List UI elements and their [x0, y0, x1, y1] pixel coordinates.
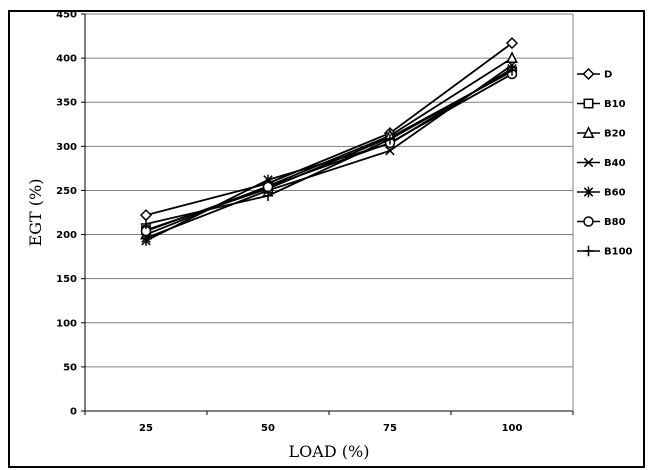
legend-label-B100: B100 [604, 247, 633, 258]
legend-label-B20: B20 [604, 129, 626, 140]
y-axis-title: EGT (%) [26, 179, 45, 247]
x-tick-label-100: 100 [502, 423, 523, 434]
point-B40-75 [385, 146, 395, 156]
y-tick-label-450: 450 [56, 10, 77, 21]
point-B20-100 [506, 51, 518, 64]
series-B100 [140, 65, 518, 230]
series-line-B80 [145, 73, 513, 232]
legend-label-B60: B60 [604, 188, 626, 199]
legend-marker-B10 [583, 98, 594, 109]
chart-frame [8, 10, 645, 468]
series-line-B100 [145, 69, 513, 225]
legend-item-B60: B60 [577, 186, 626, 199]
legend-marker-D [582, 67, 595, 81]
y-tick-label-0: 0 [70, 407, 77, 418]
y-tick-label-50: 50 [63, 362, 77, 373]
legend-marker-B100 [583, 245, 594, 257]
point-D-25 [139, 209, 153, 222]
legend-label-D: D [604, 70, 612, 81]
x-tick-label-25: 25 [139, 423, 153, 434]
point-B60-25 [141, 235, 151, 246]
point-B100-25 [140, 218, 152, 230]
y-tick-label-200: 200 [56, 230, 77, 241]
legend-marker-B60 [583, 186, 594, 198]
legend-item-B80: B80 [577, 216, 626, 228]
x-tick-label-50: 50 [261, 423, 275, 434]
legend-item-B10: B10 [577, 98, 626, 110]
point-B80-50 [262, 181, 274, 193]
y-tick-label-150: 150 [56, 274, 77, 285]
legend-item-B20: B20 [577, 126, 626, 140]
axes: 0 50 100 150 200 250 300 350 400 450 25 50 75 100 [56, 10, 574, 434]
legend-item-B40: B40 [577, 157, 626, 169]
series-lines [139, 37, 519, 246]
y-tick-label-300: 300 [56, 142, 77, 153]
point-B100-50 [262, 190, 274, 201]
legend-label-B80: B80 [604, 217, 626, 228]
series-D [139, 37, 519, 222]
point-B100-100 [506, 65, 518, 76]
x-tick-label-75: 75 [383, 423, 397, 434]
series-line-D [145, 42, 513, 217]
series-line-B60 [145, 67, 513, 242]
legend-marker-B20 [582, 126, 595, 138]
y-tick-label-350: 350 [56, 98, 77, 109]
legend: D B10 B20 B40 B60 B80 B100 [577, 67, 633, 258]
series-line-B10 [145, 70, 513, 231]
y-tick-label-400: 400 [56, 54, 77, 65]
legend-item-B100: B100 [577, 245, 633, 258]
legend-label-B10: B10 [604, 99, 626, 110]
legend-marker-B40 [583, 157, 594, 168]
x-axis-title: LOAD (%) [289, 442, 370, 461]
y-tick-label-100: 100 [56, 318, 77, 329]
point-D-100 [505, 37, 519, 50]
y-tick-label-250: 250 [56, 186, 77, 197]
legend-marker-B80 [583, 216, 594, 227]
legend-label-B40: B40 [604, 158, 626, 169]
point-B100-75 [384, 134, 396, 145]
series-B80 [140, 68, 518, 237]
grid-lines [85, 13, 573, 368]
legend-item-D: D [577, 67, 612, 81]
